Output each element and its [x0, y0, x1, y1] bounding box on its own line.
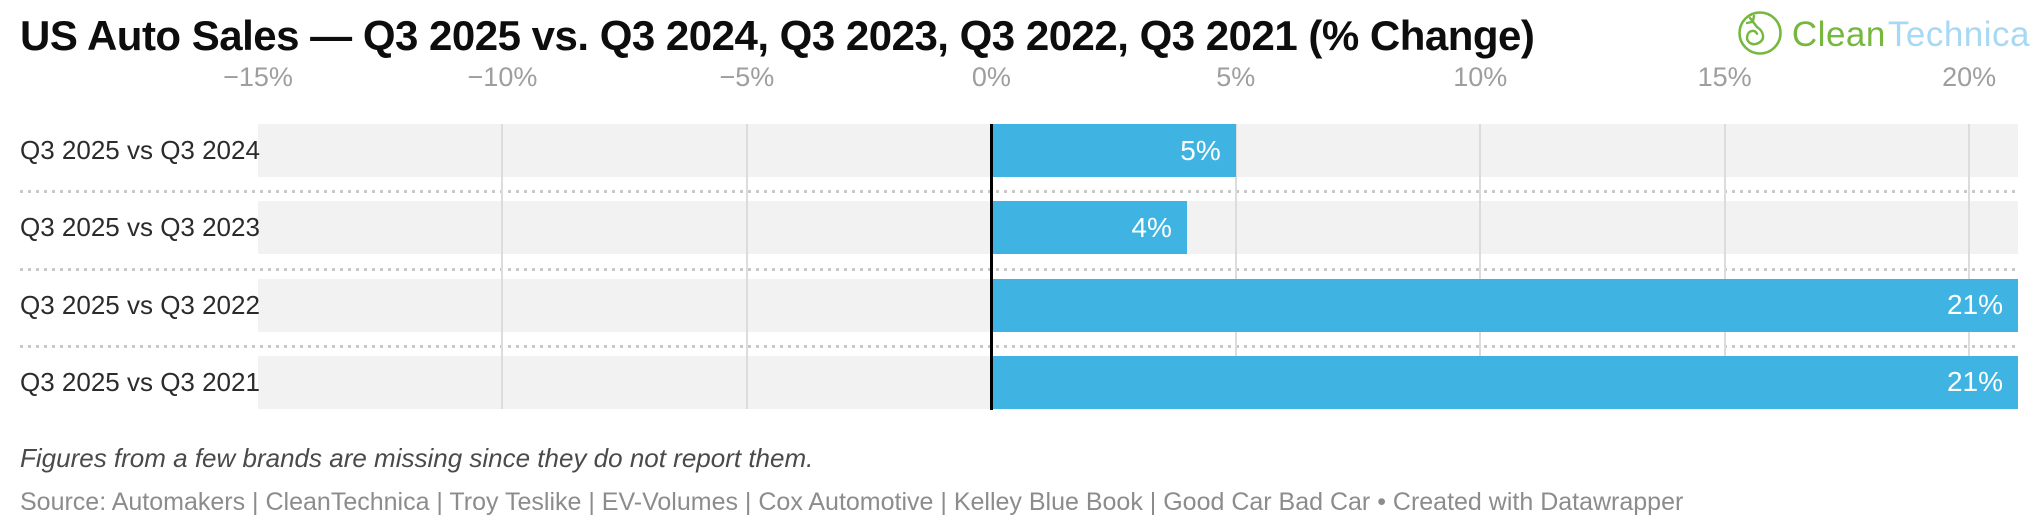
bar-value-label: 21%	[1946, 366, 2003, 398]
row-label: Q3 2025 vs Q3 2022	[20, 289, 260, 320]
x-axis-tick-label: 15%	[1697, 62, 1752, 92]
logo-text-technica: Technica	[1887, 15, 2030, 54]
x-axis-tick-label: −15%	[223, 62, 293, 92]
x-axis-tick-label: 0%	[971, 62, 1011, 92]
x-axis-tick-label: −5%	[719, 62, 775, 92]
x-axis-tick-label: 20%	[1942, 62, 1997, 92]
row-label: Q3 2025 vs Q3 2024	[20, 135, 260, 165]
row-label: Q3 2025 vs Q3 2021	[20, 366, 260, 397]
bar-value-label: 4%	[1131, 211, 1172, 243]
logo-text-clean: Clean	[1791, 15, 1886, 54]
x-axis-tick-label: −10%	[467, 62, 538, 92]
cleantechnica-logo-icon	[1736, 9, 1784, 62]
bar-value-label: 21%	[1946, 289, 2003, 321]
bar[interactable]: 4%	[991, 201, 1187, 255]
gridline	[1479, 124, 1482, 409]
row-separator	[20, 190, 2018, 194]
gridline	[1968, 124, 1971, 409]
gridline	[745, 124, 748, 409]
chart-title: US Auto Sales — Q3 2025 vs. Q3 2024, Q3 …	[20, 12, 1535, 59]
zero-baseline	[990, 124, 994, 410]
gridline	[1723, 124, 1726, 409]
cleantechnica-logo[interactable]: Clean Technica	[1736, 8, 2030, 62]
x-axis-tick-label: 10%	[1453, 62, 1508, 92]
row-separator	[20, 267, 2018, 271]
bar[interactable]: 21%	[991, 355, 2018, 409]
bar-value-label: 5%	[1180, 134, 1221, 166]
bar[interactable]: 5%	[991, 124, 1236, 177]
bar[interactable]: 21%	[991, 278, 2018, 332]
gridline	[501, 124, 504, 409]
row-label: Q3 2025 vs Q3 2023	[20, 212, 260, 243]
chart-note: Figures from a few brands are missing si…	[20, 443, 814, 473]
gridline	[1234, 124, 1237, 409]
x-axis-tick-label: 5%	[1216, 62, 1256, 92]
row-separator	[20, 344, 2018, 348]
source-attribution: Source: Automakers | CleanTechnica | Tro…	[20, 488, 1684, 516]
